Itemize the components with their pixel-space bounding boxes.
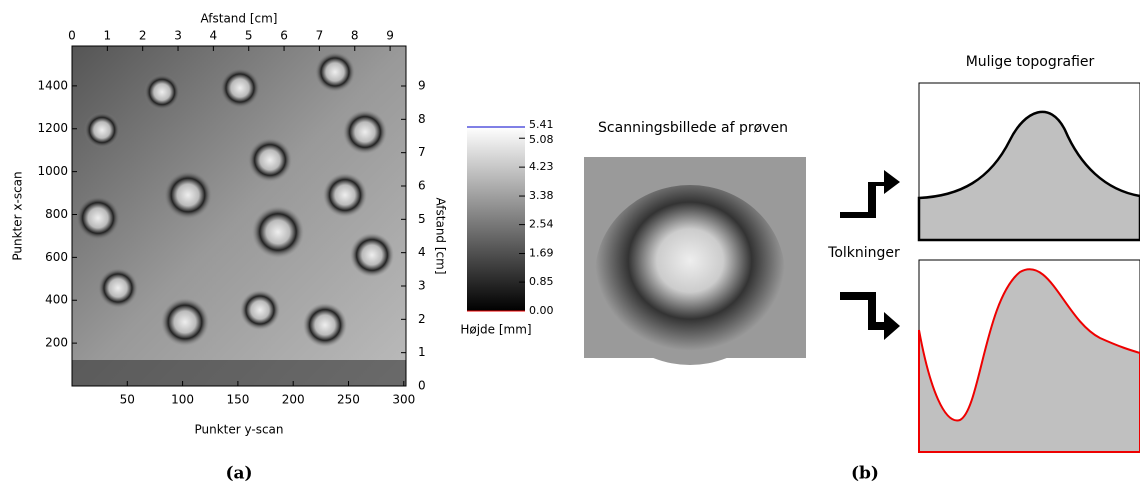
arrow-up: [840, 170, 900, 218]
left-tick-label: 600: [45, 250, 68, 264]
bottom-tick-label: 100: [171, 393, 194, 407]
right-axis-title: Afstand [cm]: [434, 197, 448, 274]
topography-2: [918, 259, 1140, 453]
top-tick-label: 1: [104, 29, 112, 43]
right-tick-label: 1: [418, 345, 426, 359]
left-tick-label: 1200: [37, 121, 68, 135]
right-tick-label: 5: [418, 212, 426, 226]
right-tick-label: 7: [418, 145, 426, 159]
left-tick-label: 200: [45, 336, 68, 350]
scan-title: Scanningsbillede af prøven: [598, 120, 788, 136]
interpretations-label: Tolkninger: [827, 245, 900, 261]
top-tick-label: 4: [210, 29, 218, 43]
right-tick-label: 2: [418, 312, 426, 326]
right-tick-label: 3: [418, 279, 426, 293]
left-axis-title: Punkter x-scan: [11, 171, 25, 260]
colorbar: [467, 127, 525, 311]
left-tick-label: 1400: [37, 78, 68, 92]
colorbar-title: Højde [mm]: [460, 323, 531, 337]
right-tick-label: 6: [418, 179, 426, 193]
top-axis-title: Afstand [cm]: [200, 12, 277, 26]
bottom-axis-title: Punkter y-scan: [194, 423, 283, 437]
bottom-tick-label: 200: [282, 393, 305, 407]
colorbar-tick-label: 5.41: [529, 118, 554, 131]
colorbar-tick-label: 2.54: [529, 218, 554, 231]
top-tick-label: 8: [351, 29, 359, 43]
left-tick-label: 400: [45, 293, 68, 307]
colorbar-tick-label: 0.85: [529, 275, 554, 288]
colorbar-tick-label: 0.00: [529, 304, 554, 317]
bottom-tick-label: 250: [337, 393, 360, 407]
right-tick-label: 0: [418, 379, 426, 393]
top-tick-label: 9: [386, 29, 394, 43]
caption: (b): [851, 464, 879, 484]
bottom-tick-label: 50: [120, 393, 135, 407]
heatmap: [71, 45, 407, 387]
arrow-down: [840, 292, 900, 340]
top-tick-label: 2: [139, 29, 147, 43]
colorbar-tick-label: 4.23: [529, 160, 554, 173]
colorbar-tick-label: 5.08: [529, 133, 554, 146]
top-tick-label: 0: [68, 29, 76, 43]
colorbar-tick-label: 1.69: [529, 247, 554, 260]
left-tick-label: 800: [45, 207, 68, 221]
colorbar-tick-label: 3.38: [529, 189, 554, 202]
topographies-title: Mulige topografier: [966, 54, 1095, 70]
top-tick-label: 3: [174, 29, 182, 43]
top-tick-label: 5: [245, 29, 253, 43]
left-tick-label: 1000: [37, 164, 68, 178]
right-tick-label: 9: [418, 79, 426, 93]
scan-image: [584, 157, 806, 365]
top-tick-label: 6: [280, 29, 288, 43]
bottom-tick-label: 300: [392, 393, 415, 407]
caption: (a): [225, 464, 252, 484]
right-tick-label: 4: [418, 245, 426, 259]
topography-1: [917, 82, 1140, 242]
bottom-tick-label: 150: [226, 393, 249, 407]
right-tick-label: 8: [418, 112, 426, 126]
top-tick-label: 7: [316, 29, 324, 43]
